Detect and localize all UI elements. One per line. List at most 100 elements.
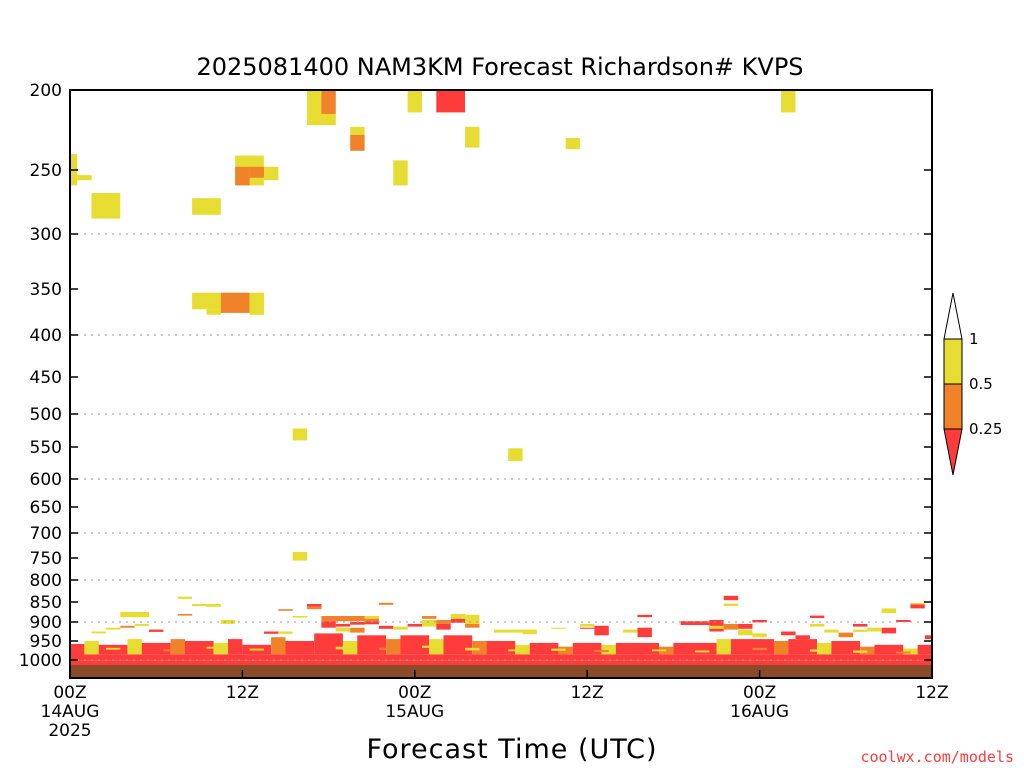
data-cell <box>673 642 717 655</box>
data-cell <box>774 641 789 655</box>
data-cells <box>70 90 932 678</box>
data-cell <box>378 602 394 605</box>
x-tick-label: 15AUG <box>385 702 444 722</box>
data-cell <box>314 633 343 655</box>
data-cell <box>378 625 394 629</box>
data-cell <box>141 642 171 655</box>
data-cell <box>70 654 932 661</box>
x-tick-label: 00Z <box>398 683 431 703</box>
data-cell <box>723 603 739 606</box>
data-cell <box>637 627 652 638</box>
y-tick-label: 300 <box>30 225 62 245</box>
data-cell <box>486 641 516 655</box>
data-cell <box>343 641 358 655</box>
y-tick-label: 850 <box>30 593 62 613</box>
data-cell <box>910 602 925 605</box>
data-cell <box>120 625 135 628</box>
data-cell <box>924 635 932 640</box>
data-cell <box>694 650 710 653</box>
data-cell <box>853 650 868 653</box>
data-cell <box>91 631 106 634</box>
data-cell <box>838 632 853 638</box>
data-cell <box>436 620 451 624</box>
data-cell <box>184 641 214 655</box>
data-cell <box>853 629 868 632</box>
data-cell <box>393 160 408 186</box>
data-cell <box>551 648 566 651</box>
data-cell <box>127 639 142 655</box>
data-cell <box>615 642 659 655</box>
data-cell <box>378 647 394 651</box>
data-cell <box>730 639 774 655</box>
colorbar-tick-label: 0.25 <box>969 420 1002 438</box>
data-cell <box>264 631 279 634</box>
data-cell <box>350 627 365 633</box>
data-cell <box>493 629 523 633</box>
data-cell <box>781 90 796 113</box>
data-cell <box>853 623 868 627</box>
data-cell <box>407 623 422 627</box>
data-cell <box>278 631 293 634</box>
data-cell <box>450 618 466 623</box>
data-cell <box>795 635 810 640</box>
data-cell <box>84 641 99 655</box>
data-cell <box>723 595 739 601</box>
y-tick-label: 700 <box>30 524 62 544</box>
data-cell <box>77 175 92 181</box>
data-cell <box>285 641 315 655</box>
x-tick-label: 16AUG <box>730 702 789 722</box>
data-cell <box>422 620 437 627</box>
data-cell <box>393 626 408 630</box>
y-tick-label: 200 <box>30 81 62 101</box>
x-tick-label: 14AUG <box>41 702 100 722</box>
x-tick-label: 12Z <box>915 683 948 703</box>
data-cell <box>407 90 422 113</box>
data-cell <box>292 616 308 618</box>
data-cell <box>465 126 480 148</box>
data-cell <box>522 629 537 635</box>
credit-text: coolwx.com/models <box>860 748 1014 766</box>
data-cell <box>781 631 796 636</box>
data-cell <box>149 629 164 632</box>
data-cell <box>472 641 487 655</box>
data-cell <box>917 644 932 655</box>
y-tick-label: 800 <box>30 571 62 591</box>
x-axis-label: Forecast Time (UTC) <box>366 734 657 765</box>
ground-band <box>70 665 932 678</box>
data-cell <box>867 627 882 632</box>
x-tick-label: 00Z <box>53 683 86 703</box>
colorbar-bin <box>943 383 963 430</box>
data-cell <box>307 604 322 607</box>
data-cell <box>350 622 365 625</box>
data-cell <box>723 623 739 630</box>
y-tick-label: 650 <box>30 498 62 518</box>
y-tick-label: 1000 <box>19 651 62 671</box>
data-cell <box>91 193 121 219</box>
y-tick-label: 950 <box>30 632 62 652</box>
data-cell <box>465 623 480 628</box>
data-cell <box>264 166 279 181</box>
data-cell <box>551 627 566 629</box>
data-cell <box>738 623 753 629</box>
y-tick-label: 450 <box>30 368 62 388</box>
data-cell <box>177 614 193 616</box>
data-cell <box>70 660 932 665</box>
data-cell <box>529 642 559 655</box>
data-cell <box>831 641 861 655</box>
y-tick-label: 550 <box>30 438 62 458</box>
data-cell <box>206 309 221 315</box>
data-cell <box>443 635 473 655</box>
data-cell <box>307 606 322 610</box>
data-cell <box>752 647 767 651</box>
data-cell <box>350 134 365 151</box>
data-cell <box>206 604 221 607</box>
data-cell <box>321 114 336 126</box>
colorbar-tick-label: 1 <box>969 330 979 348</box>
data-cell <box>601 644 616 655</box>
data-cell <box>508 649 523 652</box>
data-cell <box>422 616 437 619</box>
y-tick-label: 350 <box>30 280 62 300</box>
x-tick-label: 2025 <box>48 721 91 741</box>
data-cell <box>350 126 365 135</box>
data-cell <box>170 639 185 655</box>
